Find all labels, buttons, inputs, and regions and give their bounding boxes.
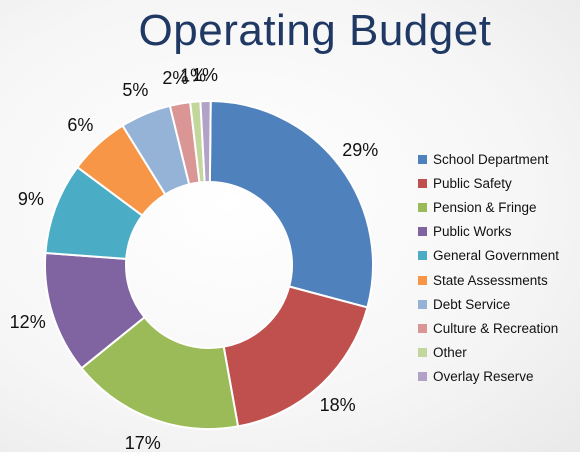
data-label: 9% — [18, 189, 44, 209]
legend-label: Overlay Reserve — [433, 369, 534, 385]
data-label: 12% — [10, 312, 46, 332]
legend-swatch — [418, 251, 427, 261]
legend-label: Public Safety — [433, 175, 512, 191]
legend-label: Debt Service — [433, 296, 511, 312]
legend-swatch — [418, 227, 427, 237]
legend-swatch — [418, 202, 427, 212]
legend-label: Other — [433, 345, 467, 361]
data-label: 2% — [162, 68, 188, 88]
data-label: 5% — [122, 80, 148, 100]
data-label: 17% — [125, 433, 161, 452]
slice-school-department — [208, 99, 374, 309]
legend-item: Pension & Fringe — [418, 195, 578, 219]
legend-item: Public Safety — [418, 171, 578, 195]
legend-label: Culture & Recreation — [433, 320, 559, 336]
legend-item: School Department — [418, 147, 578, 171]
legend-label: Public Works — [433, 224, 512, 240]
legend-item: Other — [418, 341, 578, 365]
legend-item: Debt Service — [418, 292, 578, 316]
legend-swatch — [418, 154, 427, 164]
legend-label: State Assessments — [433, 272, 548, 288]
slice-public-safety — [222, 285, 369, 428]
slice-overlay-reserve — [199, 100, 212, 184]
data-label: 29% — [342, 140, 378, 160]
legend-item: General Government — [418, 244, 578, 268]
legend-label: School Department — [433, 151, 549, 167]
legend-item: Public Works — [418, 220, 578, 244]
chart-legend: School Department Public Safety Pension & … — [418, 147, 578, 389]
data-label: 1% — [192, 65, 218, 85]
data-label: 18% — [320, 395, 356, 415]
legend-swatch — [418, 348, 427, 358]
legend-item: State Assessments — [418, 268, 578, 292]
legend-swatch — [418, 178, 427, 188]
legend-item: Culture & Recreation — [418, 316, 578, 340]
legend-swatch — [418, 323, 427, 333]
legend-swatch — [418, 299, 427, 309]
legend-swatch — [418, 372, 427, 382]
chart-title: Operating Budget — [138, 6, 492, 55]
legend-label: General Government — [433, 248, 560, 264]
legend-swatch — [418, 275, 427, 285]
legend-label: Pension & Fringe — [433, 199, 537, 215]
data-label: 1% — [180, 66, 206, 86]
legend-item: Overlay Reserve — [418, 365, 578, 389]
slice-pension-fringe — [80, 315, 240, 430]
data-label: 6% — [67, 115, 93, 135]
